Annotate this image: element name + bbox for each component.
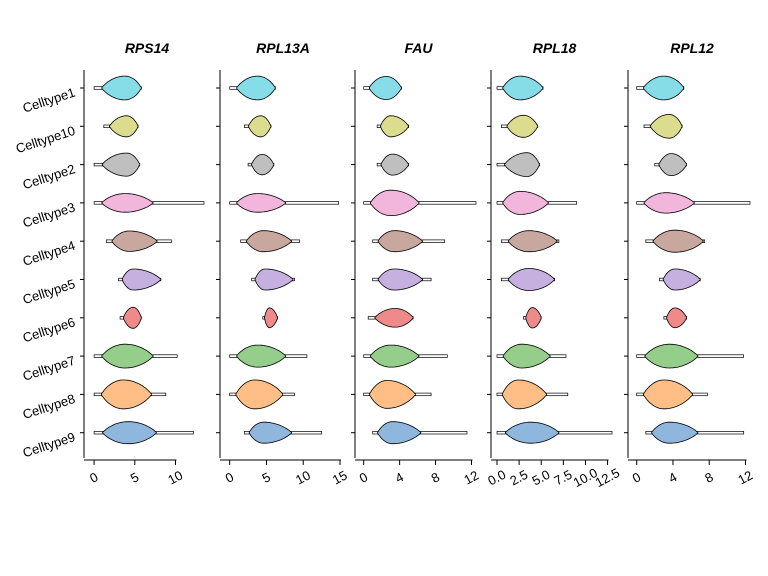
category-label: Celltype1 [21,85,77,116]
x-tick-label: 12 [461,468,481,488]
violin-celltype3 [236,193,287,213]
x-tick-label: 7.5 [552,467,575,489]
violin-celltype7 [101,343,154,369]
violin-celltype10 [109,115,139,138]
violin-celltype7 [502,343,551,369]
violin-celltype1 [368,75,402,101]
violin-celltype10 [248,115,272,138]
violin-celltype10 [649,114,683,139]
violin-celltype1 [643,75,685,101]
x-tick-label: 15 [330,468,350,488]
violin-celltype2 [380,153,409,176]
panel-1: RPL13A 0 5 10 15 [216,40,350,488]
x-tick-label: 8 [702,469,715,486]
category-label: Celltype8 [21,391,77,422]
violin-celltype6 [264,307,278,329]
violin-celltype10 [506,114,539,138]
x-tick-label: 5.0 [529,467,552,489]
panel-title: RPL13A [256,40,310,56]
x-tick-label: 5 [260,469,273,486]
violin-celltype2 [101,152,141,177]
violin-tail [363,201,477,205]
violin-celltype3 [101,193,154,213]
x-tick-label: 0 [223,469,236,486]
x-tick-label: 4 [666,469,679,486]
violin-celltype9 [248,421,292,444]
violin-celltype6 [666,307,687,329]
violin-celltype8 [235,379,284,410]
violin-celltype8 [101,379,152,410]
panel-title: RPL12 [670,40,714,56]
violin-celltype5 [507,268,555,291]
x-tick-label: 0.0 [485,467,508,489]
violin-celltype5 [121,268,162,291]
category-label: Celltype4 [21,238,77,269]
violin-celltype6 [123,306,142,329]
x-tick-label: 12 [735,468,755,488]
violin-celltype4 [111,230,158,252]
x-tick-label: 0 [630,469,643,486]
violin-celltype6 [374,308,414,328]
category-label: Celltype3 [21,199,77,230]
panel-title: RPS14 [125,40,170,56]
x-tick-label: 2.5 [507,467,530,489]
violin-celltype6 [525,307,542,329]
x-tick-label: 5 [128,469,141,486]
violin-celltype4 [246,230,292,253]
violin-celltype1 [502,75,544,101]
x-tick-label: 8 [429,469,442,486]
violin-celltype9 [102,421,157,445]
violin-celltype5 [254,268,294,291]
violin-celltype8 [369,380,416,409]
x-tick-label: 0 [357,469,370,486]
y-axis-labels: Celltype1 Celltype10 Celltype2 Celltype3 Cel… [14,85,77,461]
category-label: Celltype2 [21,161,77,192]
category-label: Celltype7 [21,353,77,384]
violin-celltype3 [370,189,420,216]
violin-celltype9 [505,421,560,444]
violin-celltype1 [101,75,142,101]
category-label: Celltype5 [21,276,77,307]
x-tick-label: 4 [393,469,406,486]
panel-title: FAU [405,40,434,56]
panels-layer: RPS14 0 5 10 RPL13A 0 5 10 15 FAU 0 4 8 12 RPL18 0.0 2.5… [80,40,755,490]
violin-celltype8 [501,379,547,410]
category-label: Celltype10 [14,123,77,156]
violin-celltype2 [251,154,275,176]
panel-title: RPL18 [533,40,577,56]
violin-celltype5 [662,268,701,291]
panel-4: RPL12 0 4 8 12 [624,40,755,488]
violin-celltype9 [651,421,699,444]
panel-2: FAU 0 4 8 12 [351,40,481,488]
violin-celltype4 [377,230,423,253]
violin-celltype7 [644,343,699,369]
x-tick-label: 10 [165,468,185,488]
violin-celltype9 [377,421,422,445]
violin-celltype3 [502,190,549,215]
violin-celltype4 [652,229,704,253]
x-tick-label: 10 [293,468,313,488]
violin-celltype10 [380,115,409,138]
violin-celltype2 [504,152,540,177]
category-label: Celltype9 [21,429,77,460]
panel-0: RPS14 0 5 10 [80,40,205,488]
violin-celltype1 [236,75,276,101]
violin-celltype8 [643,379,693,410]
violin-celltype7 [370,344,420,368]
violin-celltype4 [507,230,558,253]
x-tick-label: 12.5 [593,465,622,490]
violin-celltype5 [377,268,423,291]
violin-celltype7 [236,344,287,368]
violin-celltype2 [658,153,687,176]
category-label: Celltype6 [21,314,77,345]
x-tick-label: 0 [87,469,100,486]
violin-celltype3 [643,192,695,214]
